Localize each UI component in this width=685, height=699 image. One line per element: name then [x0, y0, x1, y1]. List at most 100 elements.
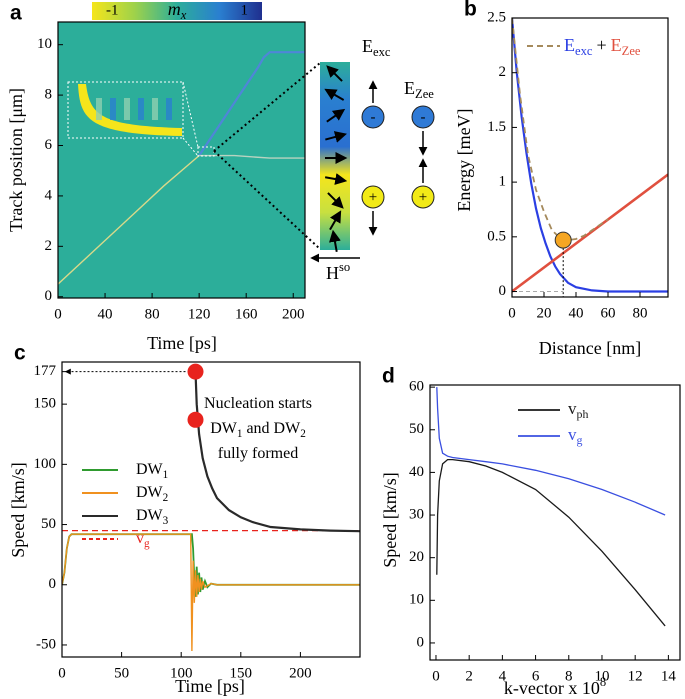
x-tick-label: 2: [465, 668, 473, 684]
x-tick-label: 20: [537, 305, 552, 321]
x-tick-label: 100: [170, 665, 193, 681]
minimum-marker: [554, 231, 572, 249]
y-tick-label: 0: [499, 283, 507, 299]
y-tick-label: 0.5: [487, 228, 506, 244]
axes-frame: [61, 361, 361, 658]
zoom-line: [182, 81, 199, 148]
colorbar-tick-label: -1: [106, 2, 119, 18]
y-tick-label: 0: [45, 288, 53, 304]
h-so-label-part: so: [339, 260, 350, 274]
panel-0: a 0 40 80 120 160 200 0 2 4 6 8 10 Time [ps] Track pos…: [6, 0, 435, 353]
y-tick-label: 100: [34, 456, 57, 472]
panel-label: d: [382, 365, 395, 388]
charge: [361, 105, 385, 129]
e-exc-label: Eexc: [362, 36, 391, 59]
y-tick-label: 4: [45, 187, 53, 203]
y-tick-label: 1.5: [487, 119, 506, 135]
y-axis-label: Energy [meV]: [454, 108, 474, 211]
legend-text-part: v: [568, 399, 577, 418]
spin-arrow: [329, 229, 341, 253]
legend-text-part: v: [136, 530, 144, 547]
y-tick-label: 20: [409, 549, 424, 565]
x-tick-label: 80: [633, 305, 648, 321]
plot-area: [436, 387, 666, 627]
colorbar: [92, 2, 262, 20]
x-tick-label: 0: [58, 665, 66, 681]
legend-text: DW2: [136, 484, 168, 504]
y-tick-label: -50: [36, 636, 56, 652]
y-tick-label: 50: [41, 516, 56, 532]
axes-frame: [511, 17, 669, 298]
e-exc-label-part: exc: [373, 45, 391, 59]
charge-sign: +: [369, 189, 377, 205]
panel-label: c: [14, 342, 26, 365]
legend-text-part: 2: [163, 492, 169, 504]
series-line: [62, 533, 360, 652]
annotation-part: 1: [237, 428, 243, 440]
y-tick-label: 2: [499, 64, 507, 80]
legend-part: exc: [575, 44, 593, 58]
plot-area: [62, 363, 360, 652]
legend-text-part: v: [568, 425, 577, 444]
colorbar-tick-label: 1: [241, 2, 249, 18]
inset-stripe: [110, 98, 116, 120]
series-line: [194, 371, 360, 533]
x-axis-label-part: k-vector x 10: [504, 678, 600, 698]
axes-frame: [57, 21, 306, 299]
inset-stripe: [96, 98, 102, 120]
y-tick-label: 60: [409, 379, 424, 395]
inset-stripe: [138, 98, 144, 120]
annotation-part: and DW: [242, 420, 301, 437]
series-line: [199, 154, 305, 159]
legend-text-part: DW: [136, 507, 164, 524]
plot-area: [58, 22, 305, 298]
spin-arrow: [324, 88, 345, 101]
charge: [411, 185, 435, 209]
x-tick-label: 0: [54, 306, 62, 322]
annotation-part: DW: [210, 420, 238, 437]
spin-arrow: [326, 65, 343, 82]
x-axis-label: Time [ps]: [175, 676, 245, 696]
legend-text-part: g: [577, 433, 583, 447]
pointer: [213, 150, 321, 250]
series-line: [62, 533, 360, 597]
legend-text: DW3: [136, 507, 169, 527]
axes-frame: [429, 384, 681, 661]
annotation: fully formed: [218, 445, 298, 462]
spin-arrow: [325, 131, 347, 143]
legend-text: Eexc + EZee: [564, 35, 641, 58]
x-axis-label: Distance [nm]: [539, 338, 641, 358]
h-so-label: Hso: [326, 260, 350, 283]
series-line: [436, 387, 666, 516]
event-marker: [187, 411, 204, 428]
series-line: [436, 458, 666, 627]
y-tick-label: 10: [37, 36, 52, 52]
inset-border: [67, 81, 184, 139]
legend-text: vg: [136, 530, 150, 550]
inset-stripe: [166, 98, 172, 120]
series-line: [512, 173, 668, 293]
y-tick-label: 177: [34, 363, 57, 379]
spin-arrow: [327, 192, 344, 209]
x-tick-label: 200: [289, 665, 312, 681]
y-tick-label: 40: [409, 464, 424, 480]
y-tick-label: 0: [417, 634, 425, 650]
x-axis-label: Time [ps]: [147, 333, 217, 353]
colorbar-label-part: m: [168, 0, 181, 19]
annotation-part: 2: [300, 428, 306, 440]
x-tick-label: 60: [601, 305, 616, 321]
x-tick-label: 40: [98, 306, 113, 322]
y-tick-label: 50: [409, 421, 424, 437]
annotation: DW1 and DW2: [210, 420, 306, 440]
e-zee-label: EZee: [404, 78, 434, 101]
y-tick-label: 10: [409, 592, 424, 608]
legend-text: DW1: [136, 461, 168, 481]
x-tick-label: 80: [145, 306, 160, 322]
colorbar-label-part: x: [180, 8, 187, 22]
event-marker: [187, 363, 204, 380]
series-line: [512, 18, 668, 293]
x-tick-label: 10: [594, 668, 609, 684]
